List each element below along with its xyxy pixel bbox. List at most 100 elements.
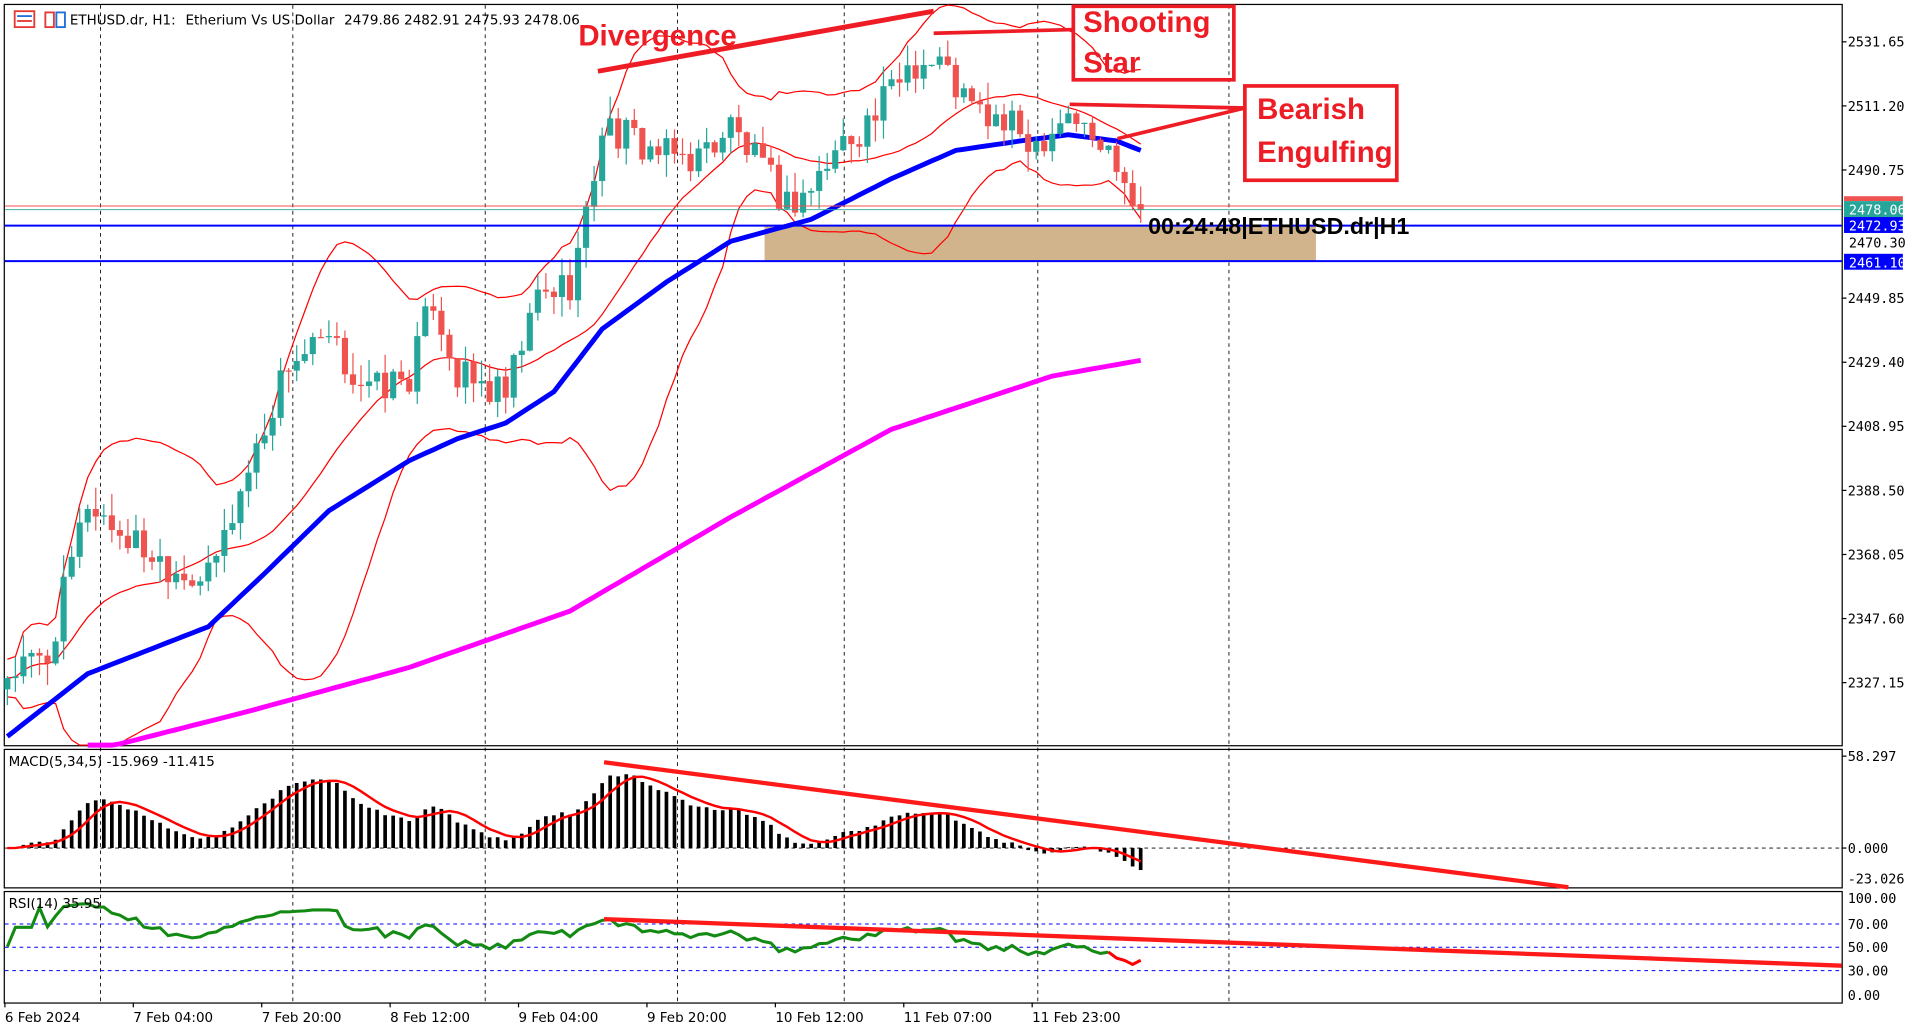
candle-bull [703, 142, 710, 149]
candle-bear [735, 117, 742, 133]
candle-bull [277, 370, 284, 418]
candle-bear [502, 376, 509, 398]
price-axis-label: 2511.20 [1848, 99, 1905, 115]
time-axis-label: 7 Feb 04:00 [133, 1010, 213, 1026]
divergence-label: Divergence [578, 19, 736, 52]
bearish-label-1: Bearish [1257, 93, 1365, 126]
candle-bear [1017, 110, 1024, 135]
candle-bull [783, 191, 791, 209]
candle-bear [968, 88, 975, 102]
candle-bull [880, 86, 887, 121]
candle-bull [623, 119, 630, 149]
candle-bull [390, 371, 397, 399]
bb-upper [7, 4, 1141, 660]
candle-bull [1009, 110, 1016, 131]
main-pane[interactable] [3, 3, 1843, 747]
candle-bear [181, 573, 188, 581]
candle-bull [808, 190, 815, 193]
candle-bear [711, 142, 718, 153]
candle-bull [1057, 123, 1064, 134]
candle-bear [1121, 171, 1128, 184]
candle-bull [518, 350, 525, 356]
candle-bull [462, 361, 469, 388]
candle-bull [253, 443, 260, 473]
time-axis-label: 8 Feb 12:00 [390, 1010, 470, 1026]
price-axis-label: 2429.40 [1848, 355, 1905, 371]
macd-indicator [7, 774, 1143, 871]
candle-bull [494, 376, 501, 402]
candle-bear [1041, 140, 1048, 152]
price-axis[interactable]: 2531.65 2511.20 2490.75 2449.85 2429.40 2408.… [1841, 35, 1905, 692]
bearish-engulfing-box [1243, 84, 1399, 183]
candle-bull [221, 529, 228, 556]
macd-label: MACD(5,34,5) -15.969 -11.415 [9, 754, 215, 770]
time-axis-label: 11 Feb 23:00 [1032, 1010, 1120, 1026]
time-axis-label: 9 Feb 04:00 [519, 1010, 599, 1026]
candle-bear [486, 381, 493, 402]
time-axis[interactable]: 6 Feb 2024 7 Feb 04:00 7 Feb 20:00 8 Feb 12… [4, 1002, 1121, 1026]
candle-bull [261, 435, 268, 444]
time-axis-label: 11 Feb 07:00 [904, 1010, 992, 1026]
rsi-axis-70: 70.00 [1848, 917, 1889, 933]
candle-bear [671, 138, 678, 154]
candle-bull [173, 573, 180, 583]
header-line: ETHUSD.dr, H1: Etherium Vs US Dollar 2479.… [70, 13, 580, 29]
candle-bull [374, 372, 381, 382]
symbol-description: Etherium Vs US Dollar [185, 13, 334, 29]
candle-bear [615, 118, 622, 149]
candle-bear [791, 191, 799, 213]
candle-bear [398, 371, 405, 380]
candle-bear [140, 530, 148, 558]
candle-bull [293, 360, 300, 371]
rsi-axis-100: 100.00 [1848, 891, 1897, 907]
candle-bull [414, 336, 421, 392]
candle-bear [406, 379, 413, 392]
macd-trendline[interactable] [603, 760, 1569, 890]
candle-bull [237, 491, 244, 524]
candle-bear [952, 64, 959, 98]
candle-bull [800, 192, 807, 213]
candle-bear [165, 556, 172, 583]
rsi-pane[interactable] [3, 890, 1843, 1004]
level-upper-tag [1844, 217, 1903, 233]
price-axis-label: 2368.05 [1848, 547, 1905, 563]
candle-bull [68, 556, 75, 577]
candle-bull [309, 337, 316, 355]
bollinger-bands [7, 4, 1142, 746]
candle-bull [864, 115, 871, 147]
ma-fast-line [5, 132, 1142, 739]
candle-bear [743, 132, 750, 155]
candle-bear [550, 291, 557, 297]
candle-bear [679, 153, 686, 156]
candle-bull [245, 472, 252, 492]
candle-bull [197, 581, 204, 586]
candle-bull [325, 336, 332, 338]
candle-bull [824, 168, 831, 171]
candle-bull [1033, 140, 1040, 152]
chart-menu-icon[interactable] [13, 10, 36, 29]
bearish-label-2: Engulfing [1257, 136, 1393, 169]
shooting-star-label-1: Shooting [1083, 6, 1210, 39]
candle-bull [269, 417, 276, 436]
bid-tag-text: 2478.06 [1849, 203, 1906, 219]
candle-bull [60, 576, 67, 642]
macd-axis-zero: 0.000 [1848, 841, 1889, 857]
annotations[interactable]: Divergence Shooting Star Bearish Engulfi… [578, 4, 1409, 239]
candle-bear [1113, 145, 1120, 172]
chart-header: ETHUSD.dr, H1: Etherium Vs US Dollar 2479.… [13, 10, 580, 29]
candle-bull [526, 312, 533, 351]
price-tags: 2478.06 2472.93 2470.30 2461.10 [1844, 196, 1906, 271]
level-upper-tag-text: 2472.93 [1849, 219, 1906, 235]
candle-bull [365, 381, 373, 386]
candle-bear [848, 136, 855, 145]
candle-bull [816, 170, 823, 191]
candle-bull [583, 206, 590, 248]
candle-bull [478, 381, 485, 384]
rsi-trendline[interactable] [603, 916, 1842, 968]
candle-bull [76, 522, 83, 557]
macd-pane[interactable] [3, 748, 1843, 889]
macd-signal-line [7, 775, 1142, 863]
candle-bull [132, 530, 140, 549]
